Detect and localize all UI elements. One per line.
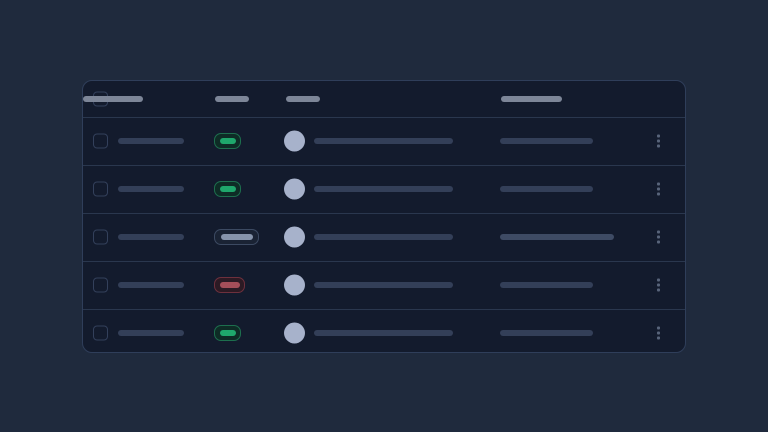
row-menu-button[interactable]	[654, 324, 663, 343]
header-placeholder-column-2	[286, 95, 320, 102]
header-placeholder-column-1	[215, 95, 249, 102]
header-placeholder-column-3	[501, 95, 562, 102]
kebab-dot-icon	[657, 326, 660, 330]
kebab-dot-icon	[657, 192, 660, 196]
kebab-dot-icon	[657, 144, 660, 148]
kebab-dot-icon	[657, 134, 660, 138]
kebab-dot-icon	[657, 240, 660, 244]
status-badge-green	[214, 181, 241, 197]
header-placeholder-column-4	[83, 95, 143, 102]
kebab-dot-icon	[657, 182, 660, 186]
cell-placeholder-bar-2	[314, 282, 453, 288]
cell-placeholder-bar-3	[500, 186, 593, 192]
row-checkbox[interactable]	[93, 229, 108, 245]
table-row	[83, 212, 685, 261]
kebab-dot-icon	[657, 283, 660, 287]
status-badge-fill	[219, 138, 236, 144]
avatar	[284, 130, 305, 152]
kebab-dot-icon	[657, 187, 660, 191]
data-table-card	[82, 79, 686, 353]
table-row	[83, 116, 685, 165]
kebab-dot-icon	[657, 278, 660, 282]
status-badge-gray	[214, 229, 259, 245]
cell-placeholder-bar-2	[314, 186, 453, 192]
kebab-dot-icon	[657, 331, 660, 335]
table-row	[83, 164, 685, 213]
row-checkbox[interactable]	[93, 181, 108, 197]
table-row	[83, 308, 685, 352]
cell-placeholder-bar-3	[500, 234, 614, 240]
status-badge-green	[214, 133, 241, 149]
cell-placeholder-bar-3	[500, 138, 593, 144]
avatar	[284, 178, 305, 200]
table-header-row	[83, 81, 685, 117]
cell-placeholder-bar-3	[500, 330, 593, 336]
cell-placeholder-bar-1	[118, 234, 184, 240]
cell-placeholder-bar-1	[118, 282, 184, 288]
cell-placeholder-bar-1	[118, 330, 184, 336]
status-badge-fill	[219, 330, 236, 336]
row-menu-button[interactable]	[654, 276, 663, 295]
cell-placeholder-bar-2	[314, 330, 453, 336]
cell-placeholder-bar-2	[314, 138, 453, 144]
cell-placeholder-bar-1	[118, 186, 184, 192]
status-badge-fill	[220, 234, 253, 240]
avatar	[284, 226, 305, 248]
kebab-dot-icon	[657, 235, 660, 239]
row-menu-button[interactable]	[654, 228, 663, 247]
row-menu-button[interactable]	[654, 180, 663, 199]
cell-placeholder-bar-3	[500, 282, 593, 288]
table-body	[83, 116, 685, 352]
avatar	[284, 322, 305, 344]
cell-placeholder-bar-2	[314, 234, 453, 240]
status-badge-red	[214, 277, 245, 293]
row-checkbox[interactable]	[93, 277, 108, 293]
row-checkbox[interactable]	[93, 325, 108, 341]
row-menu-button[interactable]	[654, 132, 663, 151]
kebab-dot-icon	[657, 288, 660, 292]
row-checkbox[interactable]	[93, 133, 108, 149]
table-row	[83, 260, 685, 309]
avatar	[284, 274, 305, 296]
kebab-dot-icon	[657, 139, 660, 143]
status-badge-fill	[219, 186, 236, 192]
status-badge-green	[214, 325, 241, 341]
kebab-dot-icon	[657, 230, 660, 234]
status-badge-fill	[219, 282, 240, 288]
cell-placeholder-bar-1	[118, 138, 184, 144]
kebab-dot-icon	[657, 336, 660, 340]
